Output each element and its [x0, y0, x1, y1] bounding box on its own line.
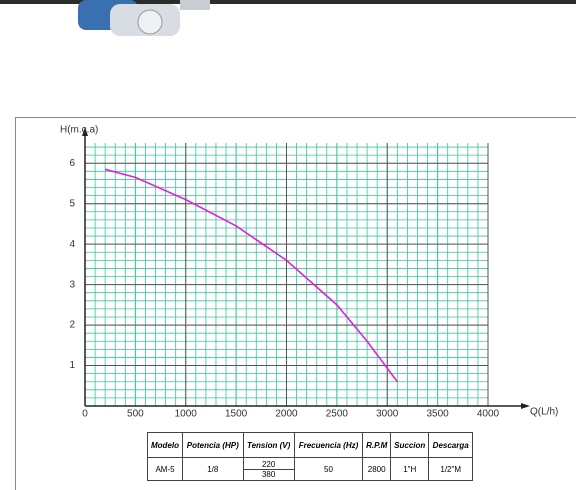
cell-line: 220: [244, 460, 294, 469]
header-cell: Potencia (HP): [183, 433, 244, 458]
page: {"chart_data": {"type": "line", "y_label…: [0, 0, 576, 490]
data-cell: 1"H: [391, 458, 429, 481]
x-tick-label: 3500: [427, 409, 450, 420]
header-cell: Frecuencia (Hz): [294, 433, 363, 458]
data-cell: AM-5: [148, 458, 183, 481]
x-tick-label: 500: [127, 409, 144, 420]
header-cell: R.P.M: [363, 433, 391, 458]
curve: [105, 169, 397, 381]
y-tick-label: 2: [69, 320, 75, 331]
y-axis-label: H(m.c.a): [60, 125, 98, 136]
header-cell: Succion: [391, 433, 429, 458]
header-cell: Modelo: [148, 433, 183, 458]
x-tick-label: 2500: [326, 409, 349, 420]
x-tick-label: 1000: [175, 409, 198, 420]
pump-image: [78, 0, 210, 36]
data-cell: 1/8: [183, 458, 244, 481]
x-tick-label: 0: [82, 409, 88, 420]
header-cell: Descarga: [429, 433, 473, 458]
y-tick-label: 4: [69, 239, 75, 250]
x-tick-label: 2000: [275, 409, 298, 420]
y-tick-label: 3: [69, 279, 75, 290]
data-cell: 50: [294, 458, 363, 481]
header-cell: Tension (V): [243, 433, 294, 458]
x-axis-arrow: [521, 403, 530, 409]
x-tick-label: 3000: [376, 409, 399, 420]
y-tick-label: 1: [69, 360, 75, 371]
y-tick-label: 6: [69, 158, 75, 169]
x-axis-label: Q(L/h): [530, 407, 558, 418]
chart: 0 500 1000 1500 2000 2500 3000 3500 4000 1 2 3 4 5 6 H…: [0, 0, 576, 490]
x-tick-label: 1500: [225, 409, 248, 420]
data-cell: 2800: [363, 458, 391, 481]
x-tick-label: 4000: [477, 409, 500, 420]
cell-line: 380: [244, 469, 294, 479]
y-tick-label: 5: [69, 198, 75, 209]
data-cell: 1/2"M: [429, 458, 473, 481]
